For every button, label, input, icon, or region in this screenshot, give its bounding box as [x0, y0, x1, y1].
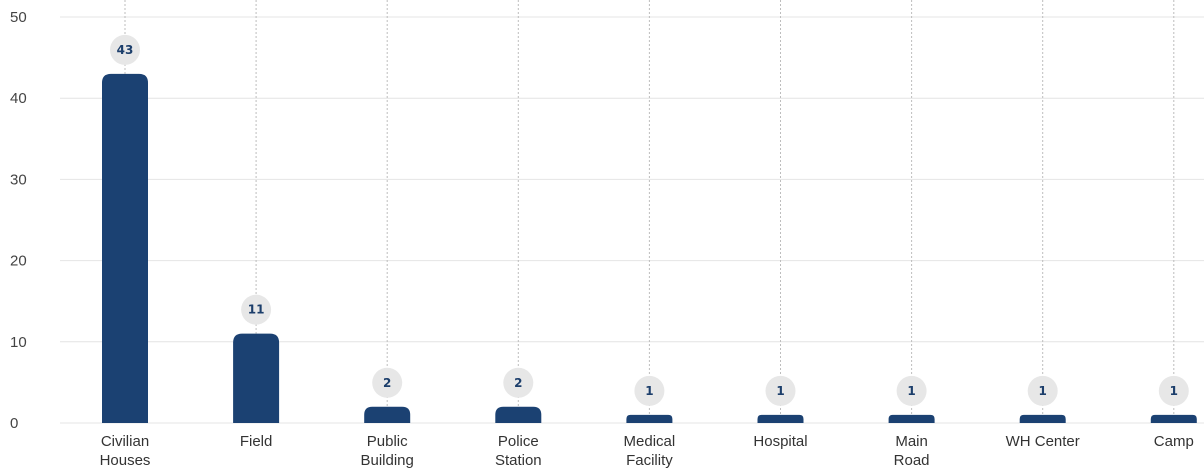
data-label-bubble — [1158, 375, 1189, 406]
y-tick-label: 10 — [10, 334, 27, 351]
data-label: 1 — [776, 384, 784, 398]
bars — [102, 73, 1197, 423]
data-label-bubble — [1027, 375, 1058, 406]
x-tick-label-line: Civilian — [101, 433, 149, 450]
data-label-bubble — [503, 367, 534, 398]
x-tick-label-line: Public — [367, 433, 408, 450]
data-label-bubble — [634, 375, 665, 406]
data-label: 1 — [645, 384, 653, 398]
x-tick-label-line: Station — [495, 452, 542, 469]
bar — [364, 406, 411, 423]
x-tick-label: Camp — [1154, 433, 1194, 450]
x-tick-label-line: Field — [240, 433, 273, 450]
x-tick-label: Field — [240, 433, 273, 450]
data-label-bubble — [896, 375, 927, 406]
x-tick-label-line: Hospital — [753, 433, 807, 450]
data-label: 2 — [514, 376, 522, 390]
y-tick-label: 0 — [10, 415, 18, 432]
x-tick-label-line: Facility — [626, 452, 673, 469]
bar — [495, 406, 542, 423]
x-tick-label-line: Police — [498, 433, 539, 450]
x-axis-ticks: Civilian Houses Field Public Building Police S… — [100, 433, 1194, 469]
data-label-bubble — [241, 294, 272, 325]
y-tick-label: 30 — [10, 171, 27, 188]
data-label-bubble — [372, 367, 403, 398]
x-tick-label-line: Road — [894, 452, 930, 469]
gridlines — [60, 16, 1204, 424]
x-tick-label: Civilian Houses — [100, 433, 151, 469]
y-axis-ticks: 0 10 20 30 40 50 — [10, 9, 27, 432]
bar — [1019, 414, 1066, 423]
x-tick-label: Medical Facility — [624, 433, 676, 469]
x-tick-label-line: Building — [361, 452, 414, 469]
data-label: 1 — [907, 384, 915, 398]
data-label-bubble — [765, 375, 796, 406]
y-tick-label: 20 — [10, 253, 27, 270]
x-tick-label: Hospital — [753, 433, 807, 450]
data-label-bubble — [110, 34, 140, 65]
x-tick-label-line: Camp — [1154, 433, 1194, 450]
bar — [757, 414, 804, 423]
data-label: 1 — [1039, 384, 1047, 398]
y-tick-label: 50 — [10, 9, 27, 26]
x-tick-label-line: Houses — [100, 452, 151, 469]
category-guides — [124, 0, 1175, 415]
x-tick-label: Main Road — [894, 433, 930, 469]
y-tick-label: 40 — [10, 90, 27, 107]
x-tick-label-line: WH Center — [1006, 433, 1080, 450]
bar — [1150, 414, 1197, 423]
data-label: 11 — [248, 303, 265, 317]
x-tick-label: WH Center — [1006, 433, 1080, 450]
x-tick-label: Police Station — [495, 433, 542, 469]
data-label: 1 — [1170, 384, 1178, 398]
bar — [233, 333, 280, 423]
bar — [626, 414, 673, 423]
bar — [102, 73, 148, 423]
x-tick-label-line: Main — [895, 433, 928, 450]
x-tick-label: Public Building — [361, 433, 414, 469]
x-tick-label-line: Medical — [624, 433, 676, 450]
bar — [888, 414, 935, 423]
data-label: 2 — [383, 376, 391, 390]
data-label: 43 — [117, 43, 134, 57]
